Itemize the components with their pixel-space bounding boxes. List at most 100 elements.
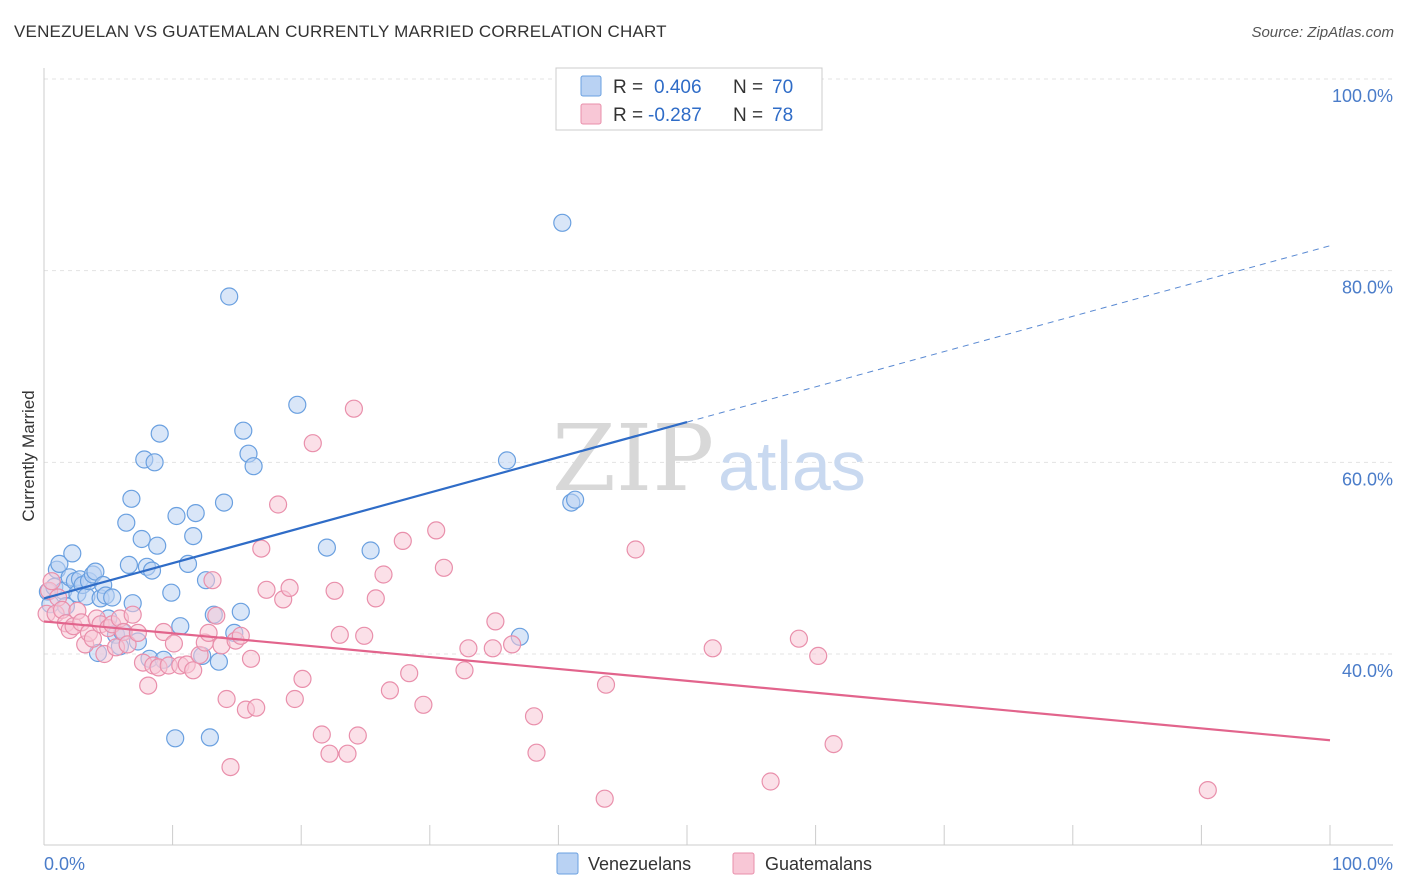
- point-venezuelans-37: [148, 536, 167, 555]
- axes: [43, 68, 1393, 846]
- watermark-atlas: atlas: [718, 427, 866, 505]
- point-venezuelans-60: [317, 538, 336, 557]
- point-guatemalans-58: [325, 581, 344, 600]
- point-guatemalans-44: [231, 626, 250, 645]
- point-guatemalans-72: [455, 661, 474, 680]
- point-guatemalans-67: [393, 531, 412, 551]
- point-guatemalans-68: [400, 664, 419, 683]
- point-venezuelans-58: [244, 457, 263, 476]
- x-tick-label-min: 0.0%: [44, 854, 85, 874]
- point-venezuelans-43: [171, 617, 190, 636]
- legend-r-label-1: R =: [613, 77, 643, 98]
- point-guatemalans-69: [414, 695, 433, 714]
- point-venezuelans-28: [122, 489, 141, 508]
- point-guatemalans-61: [344, 399, 363, 418]
- chart-title: VENEZUELAN VS GUATEMALAN CURRENTLY MARRI…: [14, 22, 667, 41]
- point-guatemalans-71: [434, 558, 453, 577]
- point-guatemalans-47: [247, 698, 266, 717]
- point-venezuelans-53: [220, 287, 239, 306]
- point-guatemalans-79: [596, 675, 616, 694]
- point-guatemalans-59: [330, 625, 349, 644]
- point-guatemalans-74: [483, 639, 502, 658]
- gridlines: [44, 78, 1393, 655]
- series-legend: Venezuelans Guatemalans: [556, 852, 872, 875]
- point-guatemalans-81: [626, 540, 645, 559]
- point-guatemalans-66: [380, 681, 399, 700]
- series-legend-label-guatemalans: Guatemalans: [765, 854, 872, 874]
- legend-r-label-2: R =: [613, 105, 643, 126]
- point-guatemalans-63: [355, 626, 374, 645]
- point-venezuelans-55: [231, 602, 250, 621]
- point-venezuelans-31: [132, 529, 151, 549]
- trend-extension-venezuelans: [686, 245, 1331, 423]
- trend-lines: [43, 245, 1331, 742]
- point-guatemalans-49: [257, 580, 276, 599]
- series-legend-label-venezuelans: Venezuelans: [588, 854, 691, 874]
- legend-n-value-2: 78: [772, 105, 793, 126]
- point-venezuelans-36: [145, 453, 164, 472]
- point-guatemalans-75: [486, 612, 505, 631]
- point-venezuelans-8: [63, 544, 82, 563]
- series-legend-swatch-venezuelans: [556, 852, 579, 875]
- trend-line-guatemalans: [43, 620, 1331, 742]
- point-guatemalans-73: [459, 639, 478, 658]
- point-guatemalans-54: [293, 669, 312, 689]
- legend-n-label-2: N =: [733, 105, 763, 126]
- point-guatemalans-85: [809, 646, 828, 666]
- point-guatemalans-78: [527, 743, 546, 762]
- point-guatemalans-24: [128, 623, 147, 643]
- point-venezuelans-62: [497, 451, 517, 470]
- point-guatemalans-82: [703, 639, 722, 658]
- point-venezuelans-16: [86, 562, 105, 581]
- point-guatemalans-70: [427, 521, 446, 540]
- point-venezuelans-51: [209, 652, 228, 671]
- y-tick-label-80: 80.0%: [1342, 278, 1393, 298]
- y-tick-label-40: 40.0%: [1342, 661, 1393, 681]
- legend-swatch-guatemalans: [580, 103, 602, 125]
- point-guatemalans-56: [312, 725, 331, 744]
- point-guatemalans-86: [824, 734, 843, 754]
- point-venezuelans-66: [565, 490, 585, 509]
- point-guatemalans-57: [320, 744, 339, 763]
- point-guatemalans-55: [303, 434, 322, 453]
- point-venezuelans-4: [50, 554, 69, 574]
- series-legend-swatch-guatemalans: [732, 852, 755, 875]
- legend-n-value-1: 70: [772, 77, 793, 98]
- point-guatemalans-13: [83, 629, 103, 648]
- point-guatemalans-60: [338, 744, 357, 763]
- point-guatemalans-84: [789, 629, 809, 648]
- point-guatemalans-46: [241, 649, 261, 668]
- point-guatemalans-34: [184, 661, 203, 680]
- point-venezuelans-38: [150, 424, 169, 443]
- point-venezuelans-41: [166, 729, 185, 748]
- point-guatemalans-53: [285, 689, 304, 709]
- stats-legend: R = 0.406 N = 70 R = -0.287 N = 78: [555, 67, 823, 131]
- point-guatemalans-50: [269, 495, 288, 514]
- point-venezuelans-61: [361, 541, 380, 560]
- point-venezuelans-49: [200, 728, 219, 747]
- point-guatemalans-62: [348, 726, 367, 745]
- point-venezuelans-27: [119, 555, 138, 575]
- source-credit: Source: ZipAtlas.com: [1251, 24, 1394, 41]
- point-guatemalans-22: [118, 635, 137, 654]
- point-guatemalans-26: [139, 676, 158, 695]
- point-guatemalans-38: [203, 571, 222, 590]
- point-venezuelans-40: [162, 583, 181, 602]
- point-venezuelans-42: [167, 506, 186, 526]
- point-venezuelans-52: [214, 493, 234, 512]
- legend-n-label-1: N =: [733, 77, 763, 98]
- point-guatemalans-42: [221, 757, 240, 777]
- trend-line-venezuelans: [43, 421, 688, 600]
- point-guatemalans-37: [199, 623, 218, 643]
- point-guatemalans-48: [252, 539, 271, 558]
- point-guatemalans-77: [524, 707, 544, 726]
- data-points: [37, 213, 1217, 808]
- point-guatemalans-80: [595, 789, 614, 808]
- y-tick-label-60: 60.0%: [1342, 469, 1393, 489]
- point-guatemalans-83: [761, 772, 780, 791]
- x-tick-label-max: 100.0%: [1332, 854, 1393, 874]
- point-guatemalans-76: [502, 635, 522, 654]
- point-venezuelans-26: [117, 513, 136, 532]
- point-guatemalans-31: [164, 634, 183, 653]
- point-guatemalans-41: [217, 689, 236, 709]
